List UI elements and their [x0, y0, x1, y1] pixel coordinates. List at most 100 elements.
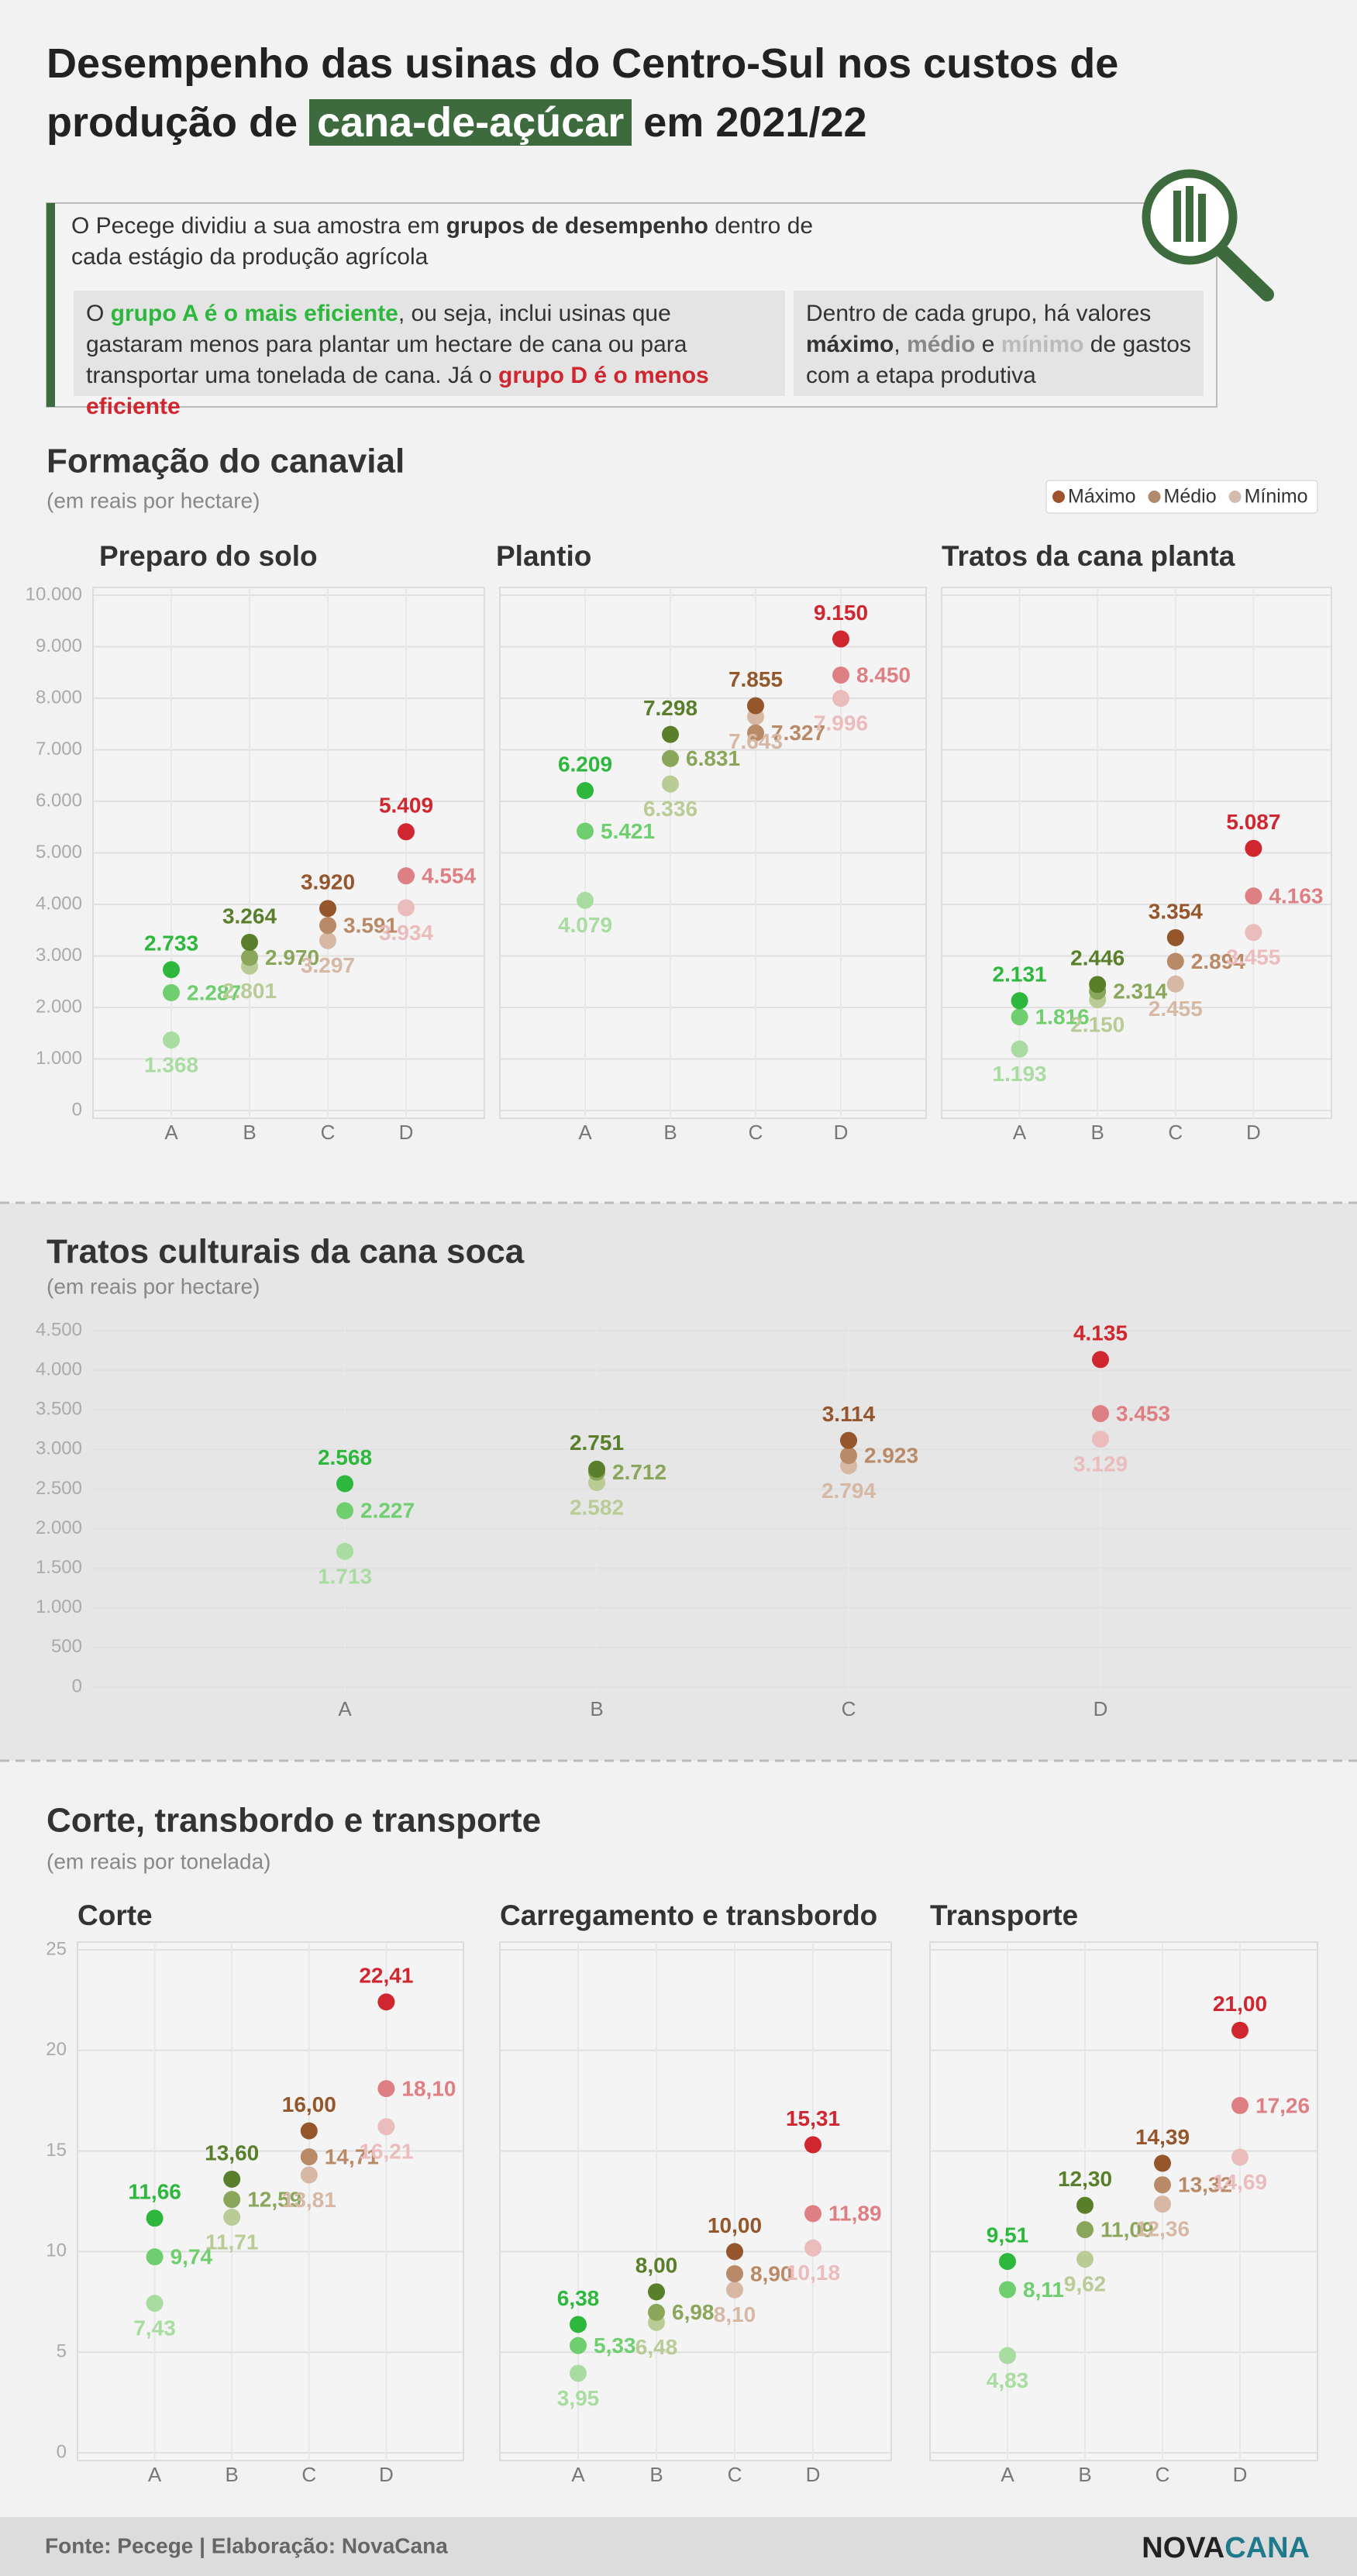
data-label: 9,62 — [1064, 2272, 1107, 2296]
legend-swatch — [1052, 491, 1065, 503]
x-tick-label: D — [1246, 1121, 1261, 1144]
data-label: 8,00 — [635, 2254, 678, 2278]
data-dot — [377, 2118, 395, 2136]
data-label: 1.368 — [144, 1052, 198, 1076]
data-label: 6.831 — [686, 746, 740, 770]
data-dot — [1166, 975, 1184, 993]
x-tick-label: B — [663, 1121, 677, 1144]
x-tick-label: D — [399, 1121, 414, 1144]
data-label: 16,21 — [359, 2140, 413, 2164]
note-groups: O grupo A é o mais eficiente, ou seja, i… — [74, 291, 785, 419]
chart-title: Carregamento e transbordo — [500, 1899, 877, 1931]
data-dot — [223, 2170, 241, 2188]
y-tick-label: 0 — [72, 1099, 82, 1120]
data-dot — [747, 697, 764, 715]
data-label: 18,10 — [401, 2077, 456, 2101]
data-dot — [832, 690, 849, 708]
y-tick-label: 10 — [46, 2240, 67, 2261]
text-part: e — [975, 332, 1001, 357]
text-bold: grupos de desempenho — [446, 213, 708, 239]
text-highlight: grupo D é o menos eficiente — [86, 363, 709, 419]
footer-source: Fonte: Pecege | Elaboração: NovaCana — [45, 2533, 448, 2557]
x-tick-label: A — [1013, 1121, 1027, 1144]
intro-accent — [46, 203, 55, 407]
y-tick-label: 2.000 — [36, 1517, 82, 1538]
x-tick-label: C — [1168, 1121, 1183, 1144]
data-dot — [1089, 976, 1107, 994]
section-title: Formação do canavial — [46, 443, 405, 480]
data-dot — [577, 891, 594, 909]
data-dot — [1154, 2154, 1171, 2172]
legend-label: Máximo — [1068, 486, 1136, 508]
data-label: 2.227 — [360, 1499, 415, 1523]
logo-part: CANA — [1224, 2532, 1310, 2564]
data-dot — [1011, 992, 1028, 1010]
data-dot — [726, 2281, 743, 2299]
plot-area — [929, 1941, 1318, 2461]
data-label: 3.264 — [222, 904, 277, 928]
text-part: Dentro de cada grupo, há valores — [806, 301, 1152, 326]
data-dot — [319, 932, 336, 949]
data-label: 2.794 — [821, 1479, 876, 1503]
x-tick-label: D — [806, 2463, 821, 2486]
data-dot — [588, 1460, 605, 1478]
data-dot — [1231, 2096, 1249, 2114]
title-part: Desempenho das usinas do Centro-Sul nos … — [46, 40, 1119, 87]
x-tick-label: D — [1094, 1697, 1108, 1720]
y-tick-label: 5 — [57, 2341, 67, 2362]
y-tick-label: 9.000 — [36, 635, 82, 656]
footer-band — [0, 2517, 1357, 2576]
x-tick-label: D — [1233, 2463, 1248, 2486]
data-label: 16,00 — [282, 2092, 336, 2116]
data-dot — [1092, 1405, 1109, 1423]
data-dot — [840, 1431, 857, 1449]
y-tick-label: 4.000 — [36, 893, 82, 914]
data-label: 6.336 — [643, 797, 697, 821]
data-label: 6,48 — [635, 2335, 678, 2359]
data-label: 12,59 — [247, 2188, 301, 2212]
data-label: 9.150 — [814, 601, 868, 625]
data-dot — [648, 2283, 665, 2301]
y-tick-label: 0 — [57, 2441, 67, 2462]
data-dot — [300, 2166, 318, 2184]
data-label: 2.568 — [318, 1445, 372, 1469]
x-tick-label: A — [578, 1121, 592, 1144]
data-dot — [662, 725, 679, 743]
data-dot — [832, 666, 849, 684]
data-dot — [726, 2264, 743, 2282]
data-label: 3.114 — [822, 1402, 876, 1426]
data-dot — [398, 823, 415, 841]
data-label: 3.297 — [301, 953, 355, 977]
logo-part: NOVA — [1142, 2532, 1224, 2564]
data-dot — [1154, 2176, 1171, 2194]
data-dot — [377, 2080, 395, 2098]
data-dot — [1231, 2148, 1249, 2166]
y-tick-label: 4.000 — [36, 1359, 82, 1379]
section-title: Tratos culturais da cana soca — [46, 1233, 525, 1271]
y-tick-label: 2.000 — [36, 996, 82, 1017]
x-tick-label: C — [1156, 2463, 1170, 2486]
data-dot — [747, 724, 764, 742]
data-label: 15,31 — [786, 2106, 840, 2130]
data-label: 7.327 — [771, 721, 825, 745]
data-label: 4.135 — [1073, 1321, 1128, 1345]
data-dot — [336, 1542, 353, 1560]
data-dot — [804, 2205, 821, 2223]
data-dot — [163, 983, 180, 1001]
data-dot — [1076, 2196, 1094, 2214]
data-label: 6.209 — [558, 752, 612, 776]
x-tick-label: A — [571, 2463, 585, 2486]
data-dot — [832, 630, 849, 648]
data-label: 5.087 — [1226, 810, 1280, 834]
data-label: 2.712 — [612, 1460, 666, 1484]
title-part: produção de — [46, 99, 298, 146]
data-label: 4.079 — [558, 913, 612, 937]
data-dot — [163, 961, 180, 979]
text-part: , — [894, 332, 908, 357]
data-label: 4.163 — [1269, 884, 1323, 908]
data-dot — [241, 949, 258, 966]
legend-label: Médio — [1164, 486, 1217, 508]
data-dot — [1154, 2195, 1171, 2213]
y-tick-label: 10.000 — [26, 584, 82, 604]
data-dot — [1245, 887, 1262, 905]
